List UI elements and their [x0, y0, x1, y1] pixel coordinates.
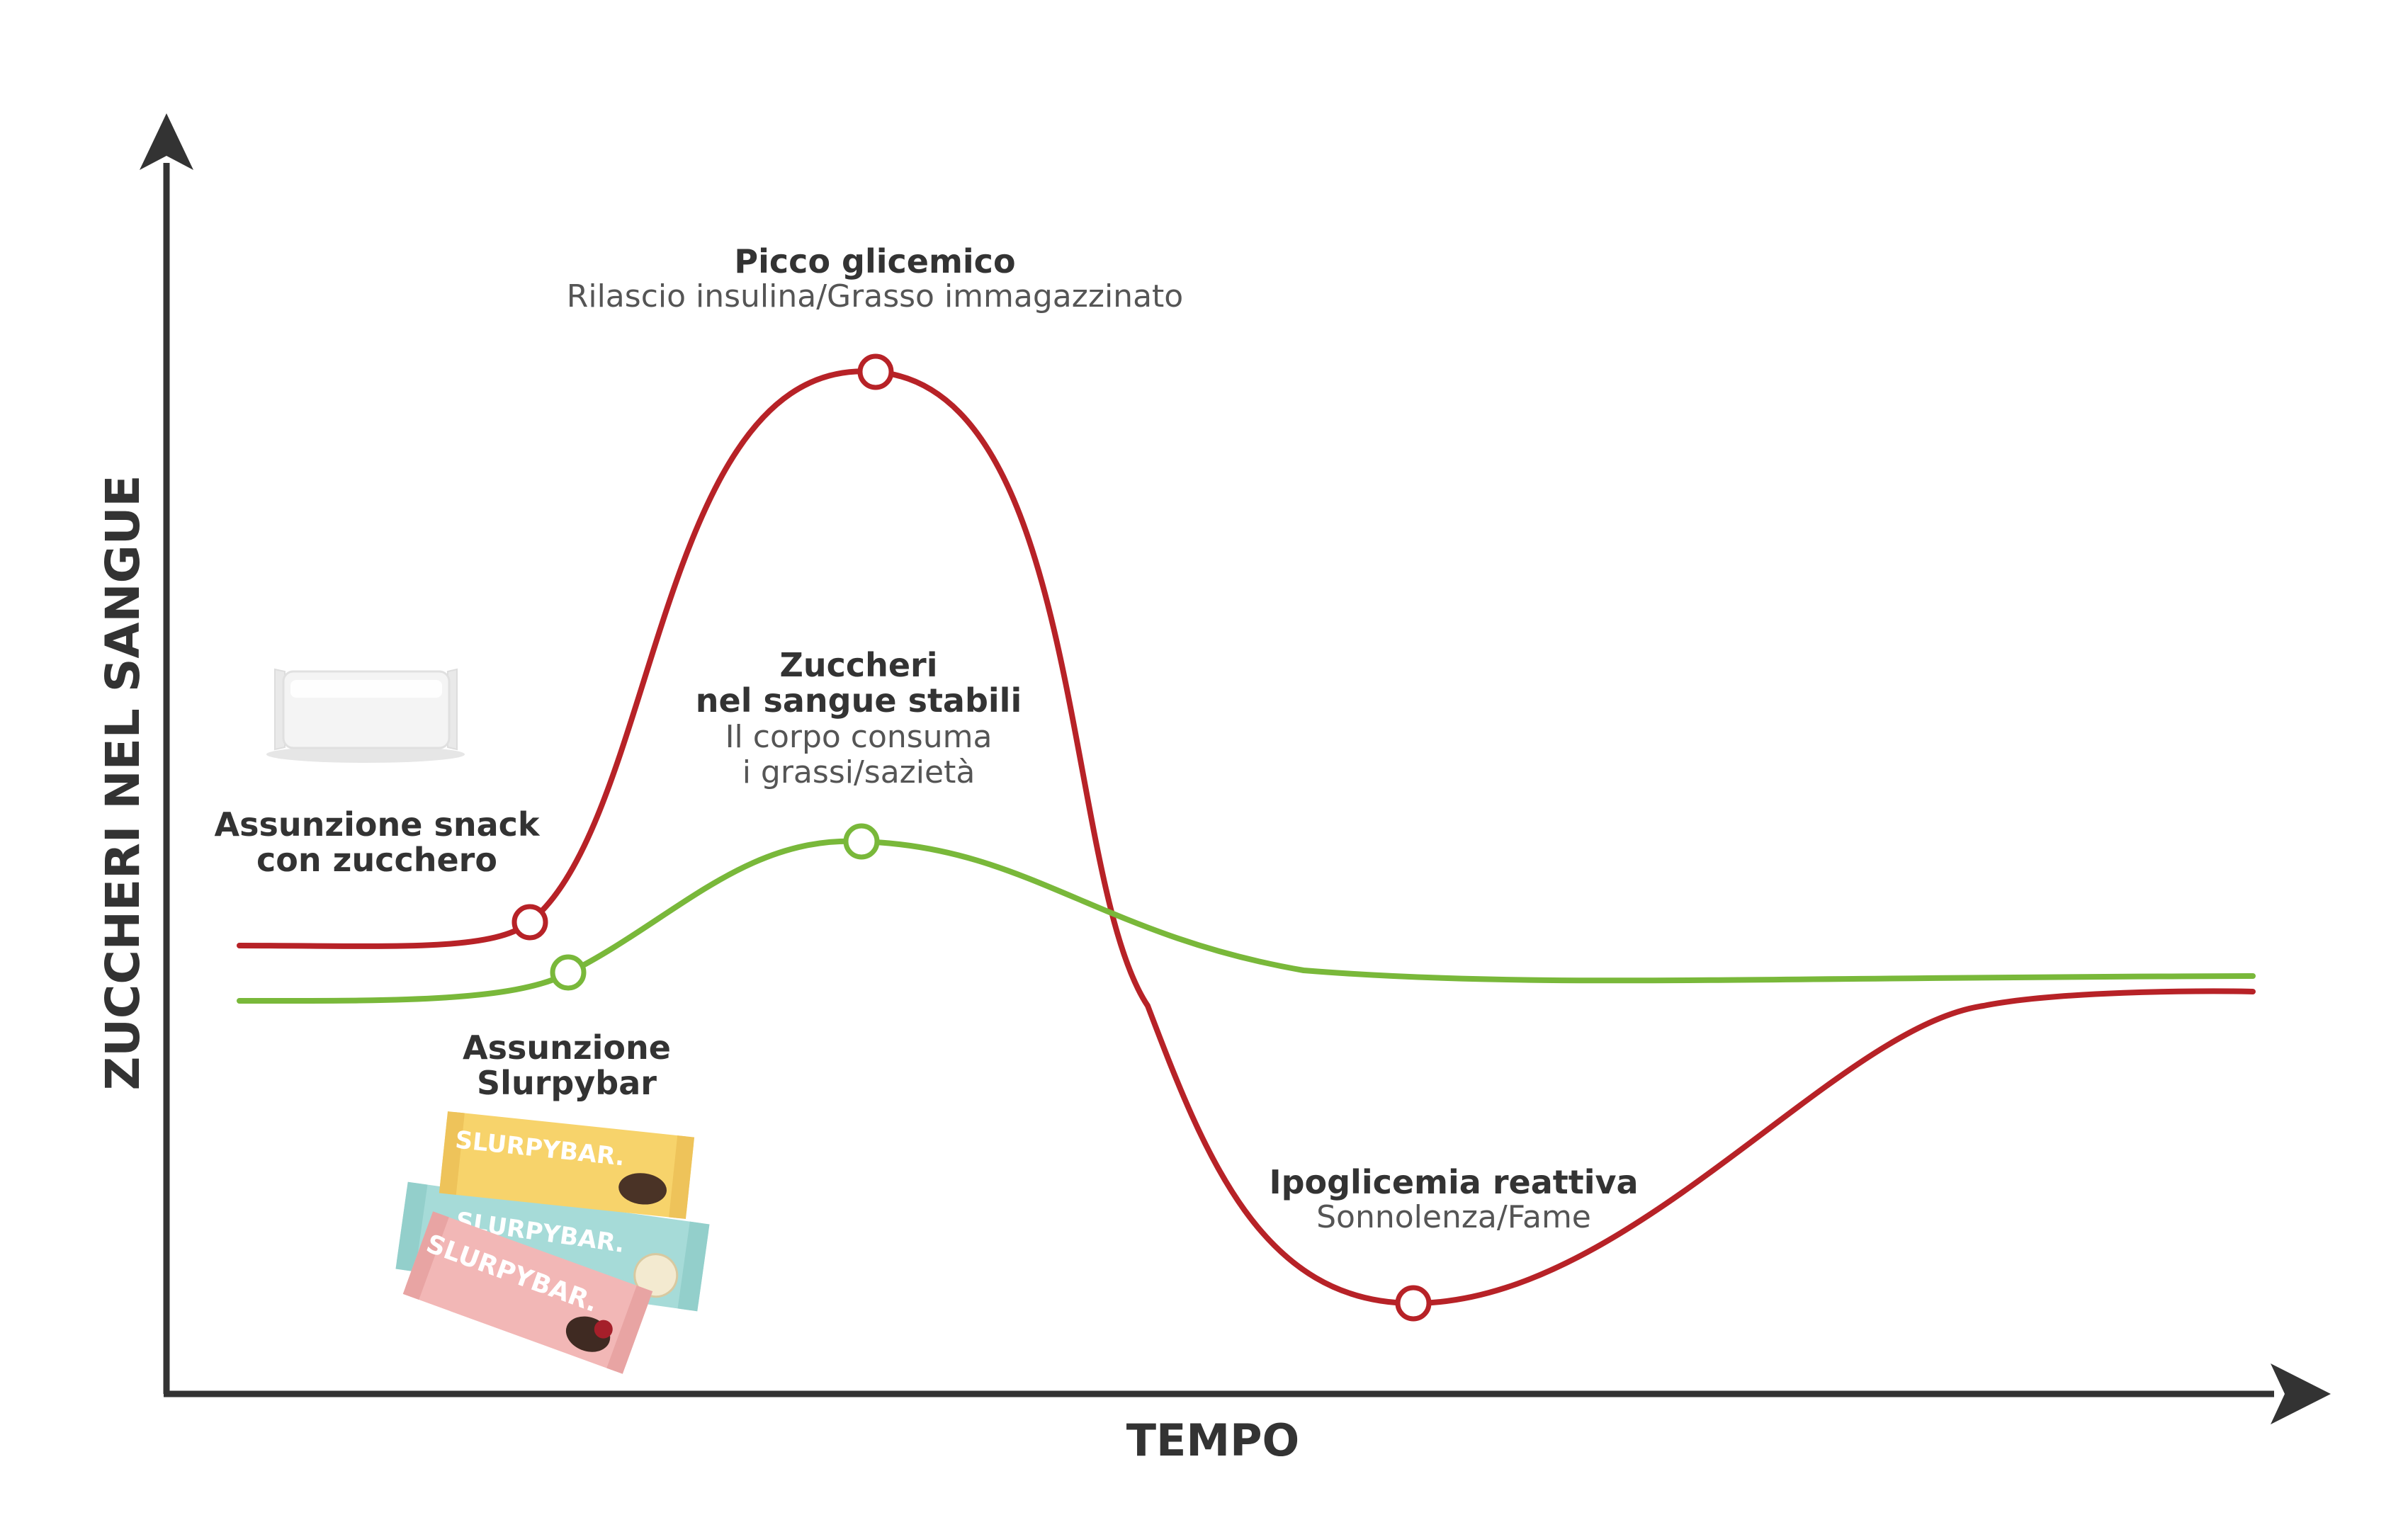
marker-peak	[857, 353, 894, 390]
annotation-slurpybar: Assunzione Slurpybar	[463, 1028, 671, 1102]
sugar-snack-wrapper-image	[266, 668, 465, 763]
snack-line1: Assunzione snack	[215, 805, 541, 844]
snack-line2: con zucchero	[256, 841, 497, 879]
axes	[140, 113, 2331, 1424]
peak-title: Picco glicemico	[734, 242, 1015, 280]
marker-hypoglycemia	[1395, 1285, 1432, 1322]
slurpybar-curve	[237, 838, 2256, 1004]
slurpybar-yellow-pack: SLURPYBAR.	[439, 1111, 695, 1219]
annotation-hypoglycemia: Ipoglicemia reattiva Sonnolenza/Fame	[1269, 1163, 1638, 1235]
hypo-title: Ipoglicemia reattiva	[1269, 1163, 1638, 1201]
marker-snack-intake	[511, 904, 548, 941]
y-axis-label: ZUCCHERI NEL SANGUE	[96, 475, 150, 1090]
slurpybar-line2: Slurpybar	[477, 1064, 657, 1102]
x-axis-label: TEMPO	[1126, 1414, 1300, 1466]
hypo-subtitle: Sonnolenza/Fame	[1316, 1199, 1591, 1235]
marker-slurpybar-intake	[550, 954, 587, 991]
stable-subtitle-line1: Il corpo consuma	[725, 719, 993, 755]
marker-stable	[843, 823, 880, 860]
annotation-snack: Assunzione snack con zucchero	[215, 805, 541, 879]
stable-title-line2: nel sangue stabili	[696, 681, 1022, 720]
slurpybar-line1: Assunzione	[463, 1028, 671, 1067]
slurpybar-packs-image: SLURPYBAR. SLURPYBAR. SLURPYBAR.	[395, 1111, 710, 1374]
annotation-peak: Picco glicemico Rilascio insulina/Grasso…	[567, 242, 1183, 314]
annotation-stable: Zuccheri nel sangue stabili Il corpo con…	[696, 646, 1022, 790]
sugar-snack-curve	[237, 368, 2256, 1307]
stable-subtitle-line2: i grassi/sazietà	[742, 754, 976, 790]
peak-subtitle: Rilascio insulina/Grasso immagazzinato	[567, 278, 1183, 314]
curve-markers	[511, 353, 1432, 1322]
arrow-up-icon	[140, 113, 193, 170]
arrow-right-icon	[2271, 1363, 2331, 1424]
stable-title-line1: Zuccheri	[779, 646, 937, 684]
slurpybar-pink-pack: SLURPYBAR.	[402, 1211, 653, 1374]
